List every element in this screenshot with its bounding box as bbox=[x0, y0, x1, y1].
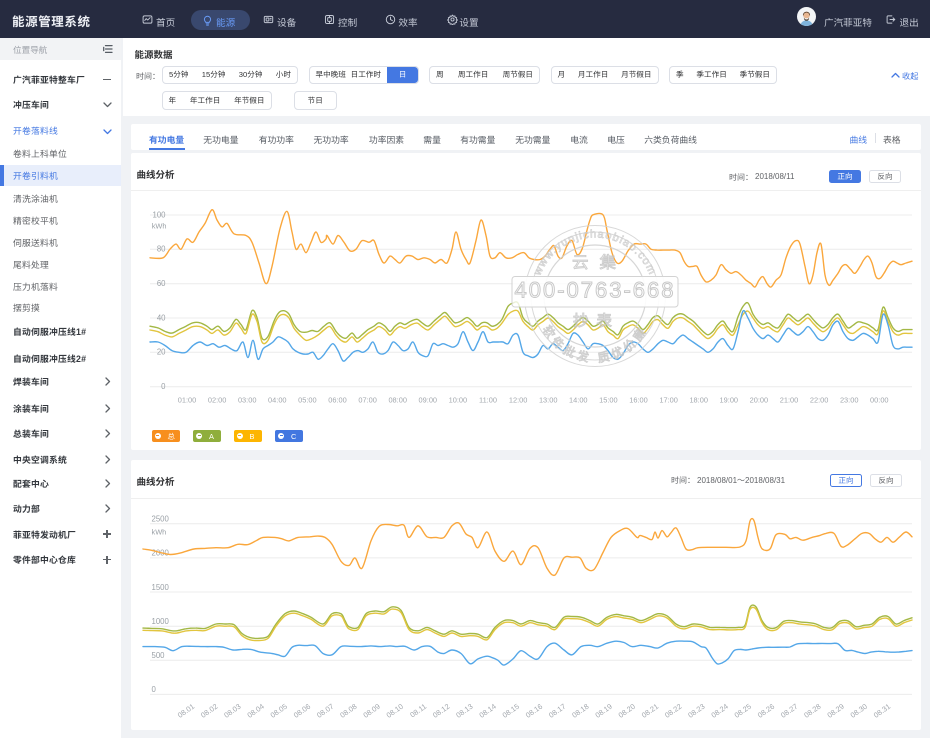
svg-text:0: 0 bbox=[161, 382, 166, 391]
svg-text:09:00: 09:00 bbox=[419, 396, 438, 405]
svg-text:08.29: 08.29 bbox=[825, 702, 845, 720]
svg-text:08.26: 08.26 bbox=[756, 702, 776, 720]
svg-text:02:00: 02:00 bbox=[208, 396, 227, 405]
svg-text:08.19: 08.19 bbox=[593, 702, 613, 720]
svg-text:云集: 云集 bbox=[572, 249, 627, 273]
svg-text:07:00: 07:00 bbox=[358, 396, 377, 405]
svg-text:08.31: 08.31 bbox=[872, 702, 892, 720]
svg-text:08:00: 08:00 bbox=[388, 396, 407, 405]
svg-text:400-0763-668: 400-0763-668 bbox=[514, 278, 675, 303]
svg-text:kWh: kWh bbox=[152, 221, 167, 230]
svg-text:100: 100 bbox=[152, 210, 166, 219]
svg-text:1000: 1000 bbox=[152, 617, 170, 626]
svg-text:08.08: 08.08 bbox=[338, 702, 358, 720]
svg-text:19:00: 19:00 bbox=[720, 396, 739, 405]
svg-text:08.21: 08.21 bbox=[640, 702, 660, 720]
svg-text:500: 500 bbox=[152, 651, 166, 660]
svg-text:08.04: 08.04 bbox=[245, 702, 265, 720]
svg-text:00:00: 00:00 bbox=[870, 396, 889, 405]
svg-text:08.09: 08.09 bbox=[361, 702, 381, 720]
svg-text:08.20: 08.20 bbox=[617, 702, 637, 720]
svg-text:80: 80 bbox=[157, 245, 166, 254]
svg-text:08.25: 08.25 bbox=[733, 702, 753, 720]
svg-text:0: 0 bbox=[152, 685, 157, 694]
svg-text:06:00: 06:00 bbox=[328, 396, 347, 405]
svg-text:08.30: 08.30 bbox=[849, 702, 869, 720]
svg-text:08.05: 08.05 bbox=[269, 702, 289, 720]
svg-text:08.15: 08.15 bbox=[501, 702, 521, 720]
svg-text:08.18: 08.18 bbox=[570, 702, 590, 720]
svg-text:22:00: 22:00 bbox=[810, 396, 829, 405]
svg-text:18:00: 18:00 bbox=[689, 396, 708, 405]
svg-text:40: 40 bbox=[157, 313, 166, 322]
svg-text:11:00: 11:00 bbox=[479, 396, 497, 405]
svg-text:05:00: 05:00 bbox=[298, 396, 317, 405]
svg-text:04:00: 04:00 bbox=[268, 396, 287, 405]
svg-text:20:00: 20:00 bbox=[750, 396, 769, 405]
svg-text:08.28: 08.28 bbox=[802, 702, 822, 720]
svg-text:12:00: 12:00 bbox=[509, 396, 527, 405]
svg-text:08.11: 08.11 bbox=[408, 702, 428, 720]
svg-text:20: 20 bbox=[157, 348, 166, 357]
svg-text:08.13: 08.13 bbox=[454, 702, 474, 720]
svg-text:08.14: 08.14 bbox=[477, 702, 497, 720]
svg-text:10:00: 10:00 bbox=[449, 396, 468, 405]
svg-text:08.10: 08.10 bbox=[385, 702, 405, 720]
svg-text:08.12: 08.12 bbox=[431, 702, 451, 720]
svg-text:08.03: 08.03 bbox=[222, 702, 242, 720]
svg-text:08.02: 08.02 bbox=[199, 702, 219, 720]
svg-text:17:00: 17:00 bbox=[659, 396, 678, 405]
svg-text:08.17: 08.17 bbox=[547, 702, 567, 720]
svg-text:抄表: 抄表 bbox=[573, 309, 620, 331]
svg-text:23:00: 23:00 bbox=[840, 396, 859, 405]
svg-text:1500: 1500 bbox=[152, 583, 170, 592]
svg-text:2500: 2500 bbox=[152, 515, 170, 524]
svg-text:kWh: kWh bbox=[152, 528, 167, 537]
svg-text:08.27: 08.27 bbox=[779, 702, 799, 720]
svg-text:60: 60 bbox=[157, 279, 166, 288]
svg-text:08.06: 08.06 bbox=[292, 702, 312, 720]
svg-text:08.16: 08.16 bbox=[524, 702, 544, 720]
svg-text:21:00: 21:00 bbox=[780, 396, 799, 405]
svg-text:13:00: 13:00 bbox=[539, 396, 558, 405]
svg-text:08.24: 08.24 bbox=[709, 702, 729, 720]
svg-text:08.01: 08.01 bbox=[176, 702, 196, 720]
svg-text:08.22: 08.22 bbox=[663, 702, 683, 720]
svg-text:14:00: 14:00 bbox=[569, 396, 588, 405]
svg-text:03:00: 03:00 bbox=[238, 396, 257, 405]
svg-text:08.23: 08.23 bbox=[686, 702, 706, 720]
svg-text:08.07: 08.07 bbox=[315, 702, 335, 720]
svg-text:16:00: 16:00 bbox=[629, 396, 648, 405]
svg-text:01:00: 01:00 bbox=[178, 396, 197, 405]
svg-text:15:00: 15:00 bbox=[599, 396, 618, 405]
